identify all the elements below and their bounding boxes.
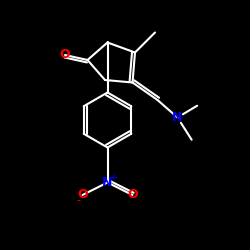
Text: O: O <box>77 188 88 202</box>
Text: N: N <box>102 176 113 189</box>
Text: N: N <box>172 111 183 124</box>
Text: O: O <box>60 48 70 62</box>
Text: +: + <box>109 173 117 183</box>
Text: O: O <box>127 188 138 202</box>
Text: -: - <box>77 196 81 205</box>
